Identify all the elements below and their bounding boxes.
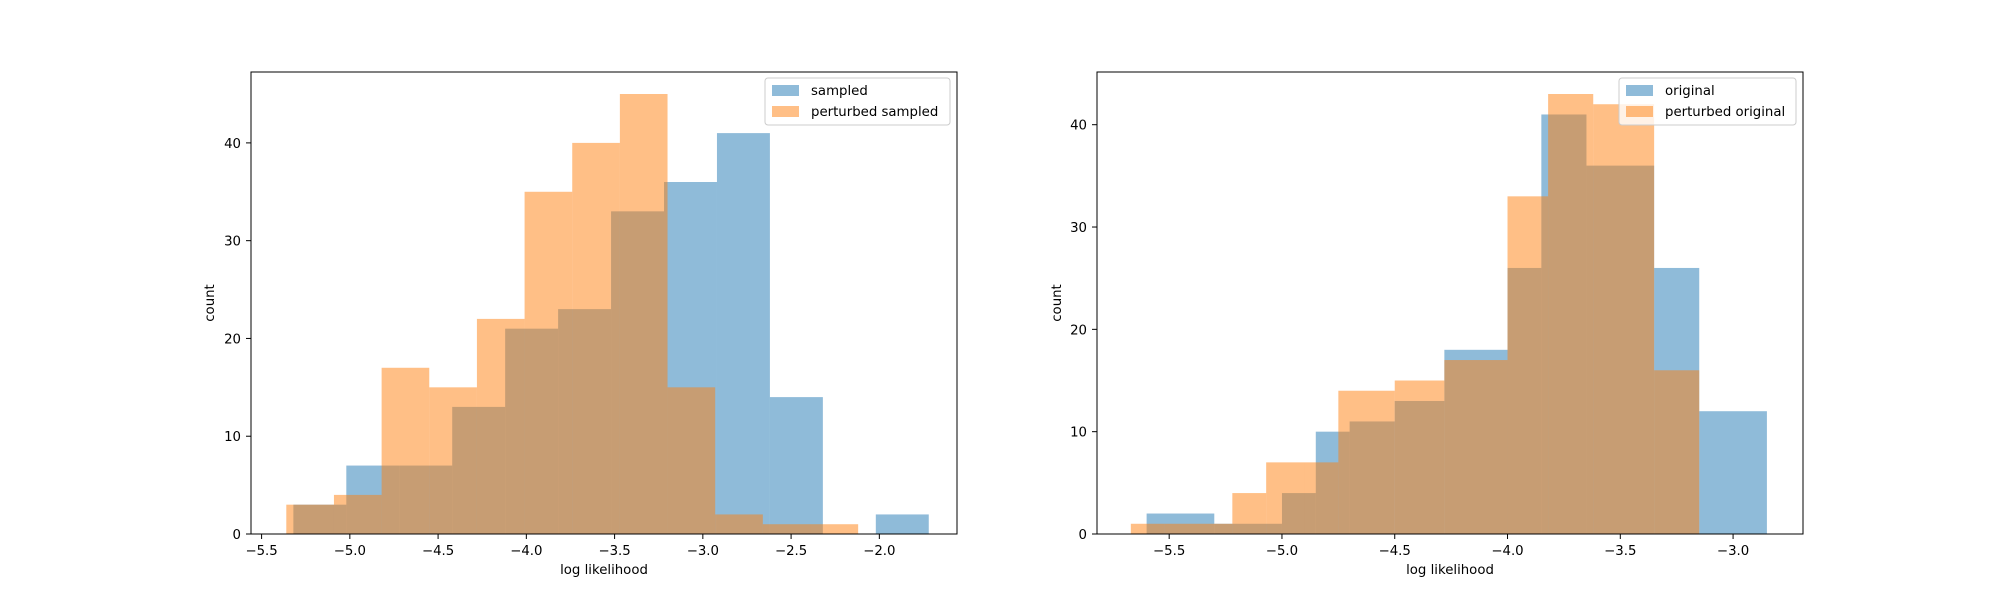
x-tick-label: −2.0: [863, 544, 895, 559]
y-tick-label: 0: [1079, 528, 1087, 543]
x-tick-label: −4.0: [1491, 544, 1523, 559]
bar-perturbed-original-5: [1338, 390, 1395, 534]
x-tick-label: −4.5: [1379, 544, 1411, 559]
x-tick-label: −5.5: [245, 544, 277, 559]
y-tick-label: 30: [1070, 221, 1087, 236]
x-tick-label: −4.5: [422, 544, 454, 559]
legend-label-original: original: [1665, 84, 1715, 99]
right-y-axis-label: count: [1050, 284, 1065, 322]
right-chart: −5.5 −5.0 −4.5 −4.0 −3.5 −3.0 0 10 20 30 40 log l…: [1050, 71, 1804, 578]
bar-perturbed-sampled-7: [619, 94, 668, 534]
legend-swatch-perturbed-original: [1626, 106, 1653, 117]
bar-perturbed-sampled-2: [381, 367, 430, 534]
bar-perturbed-original-8: [1507, 196, 1549, 534]
y-tick-label: 20: [224, 332, 241, 347]
right-bars: [1130, 94, 1767, 534]
x-tick-label: −4.0: [510, 544, 542, 559]
bar-sampled-11: [875, 514, 929, 534]
x-tick-label: −3.0: [1717, 544, 1749, 559]
y-tick-label: 20: [1070, 323, 1087, 338]
bar-perturbed-original-3: [1266, 462, 1305, 534]
bar-perturbed-original-4: [1304, 462, 1339, 534]
bar-perturbed-sampled-11: [810, 524, 859, 534]
y-tick-label: 40: [1070, 119, 1087, 134]
legend-swatch-sampled: [772, 85, 799, 96]
right-x-axis-label: log likelihood: [1406, 563, 1494, 578]
bar-perturbed-original-11: [1654, 370, 1700, 534]
bar-perturbed-original-1: [1164, 523, 1233, 534]
right-y-ticks: 0 10 20 30 40: [1070, 119, 1097, 543]
bar-perturbed-sampled-3: [429, 387, 477, 534]
left-x-axis-label: log likelihood: [560, 563, 648, 578]
legend-label-sampled: sampled: [811, 84, 868, 99]
right-legend: original perturbed original: [1618, 77, 1797, 126]
right-legend-frame: [1618, 77, 1797, 126]
left-legend: sampled perturbed sampled: [764, 77, 951, 126]
left-y-axis-label: count: [203, 284, 218, 322]
x-tick-label: −5.0: [334, 544, 366, 559]
x-tick-label: −2.5: [775, 544, 807, 559]
legend-swatch-perturbed-sampled: [772, 106, 799, 117]
bar-perturbed-original-7: [1444, 360, 1508, 534]
bar-original-11: [1699, 411, 1767, 534]
legend-swatch-original: [1626, 85, 1653, 96]
bar-perturbed-sampled-4: [476, 318, 525, 534]
left-y-ticks: 0 10 20 30 40: [224, 137, 251, 543]
x-tick-label: −5.0: [1266, 544, 1298, 559]
y-tick-label: 30: [224, 235, 241, 250]
x-tick-label: −3.5: [598, 544, 630, 559]
x-tick-label: −5.5: [1153, 544, 1185, 559]
bar-sampled-8: [716, 133, 770, 535]
right-x-ticks: −5.5 −5.0 −4.5 −4.0 −3.5 −3.0: [1153, 534, 1749, 559]
y-tick-label: 0: [233, 528, 241, 543]
bar-perturbed-sampled-1: [333, 494, 382, 534]
bar-perturbed-sampled-10: [762, 524, 811, 534]
left-chart: −5.5 −5.0 −4.5 −4.0 −3.5 −3.0 −2.5 −2.0 0 10 20 30…: [203, 71, 958, 578]
bar-perturbed-original-9: [1548, 94, 1594, 534]
bar-perturbed-sampled-8: [667, 387, 716, 534]
left-x-ticks: −5.5 −5.0 −4.5 −4.0 −3.5 −3.0 −2.5 −2.0: [245, 534, 895, 559]
right-axes-frame: [1096, 71, 1804, 535]
bar-perturbed-sampled-0: [286, 504, 334, 534]
left-bars: [286, 94, 929, 535]
y-tick-label: 10: [1070, 426, 1087, 441]
bar-perturbed-original-10: [1593, 104, 1655, 534]
bar-perturbed-sampled-9: [715, 514, 763, 534]
x-tick-label: −3.0: [687, 544, 719, 559]
legend-label-perturbed-sampled: perturbed sampled: [811, 105, 938, 120]
bar-perturbed-original-2: [1232, 493, 1267, 534]
bar-perturbed-sampled-6: [572, 142, 620, 534]
legend-label-perturbed-original: perturbed original: [1665, 105, 1785, 120]
bar-perturbed-original-0: [1130, 523, 1165, 534]
x-tick-label: −3.5: [1604, 544, 1636, 559]
bar-perturbed-sampled-5: [524, 191, 573, 534]
left-axes-frame: [250, 71, 958, 535]
y-tick-label: 10: [224, 430, 241, 445]
y-tick-label: 40: [224, 137, 241, 152]
bar-perturbed-original-6: [1394, 380, 1445, 534]
bar-sampled-9: [769, 397, 823, 534]
left-legend-frame: [764, 77, 951, 126]
